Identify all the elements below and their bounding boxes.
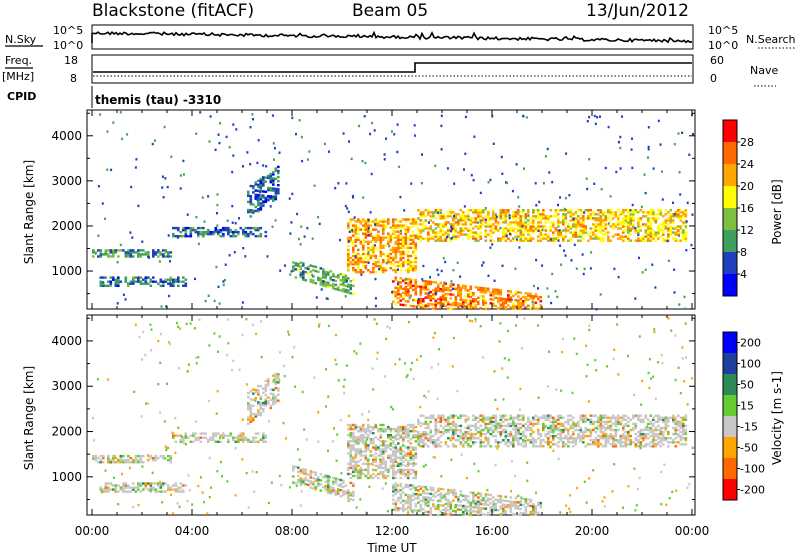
- nave-tick-top: 60: [710, 54, 724, 67]
- velocity-y-axis: 1000 2000 3000 4000: [51, 317, 695, 501]
- beam-label: Beam 05: [352, 1, 428, 21]
- colorbar-swatch: [723, 458, 737, 479]
- noise-left-tick-bottom: 10^0: [53, 39, 83, 52]
- noise-left-tick-top: 10^5: [53, 24, 83, 37]
- velocity-x-ticks: [91, 315, 693, 515]
- colorbar-tick-label: 100: [740, 358, 761, 371]
- colorbar-swatch: [723, 274, 737, 296]
- colorbar-swatch: [723, 186, 737, 208]
- y-tick-label: 3000: [51, 174, 82, 188]
- time-tick-label: 04:00: [175, 524, 210, 538]
- time-axis-labels: 00:00 04:00 08:00 12:00 16:00 20:00 00:00: [75, 524, 710, 538]
- colorbar-tick-label: -15: [740, 421, 758, 434]
- power-y-axis: 1000 2000 3000 4000: [51, 112, 695, 295]
- colorbar-swatch: [723, 332, 737, 353]
- time-tick-label: 00:00: [75, 524, 110, 538]
- noise-left-label: N.Sky: [5, 33, 37, 46]
- colorbar-tick-label: 28: [740, 136, 754, 149]
- time-tick-label: 08:00: [275, 524, 310, 538]
- velocity-ylabel: Slant Range [km]: [22, 366, 36, 470]
- nave-tick-bottom: 0: [710, 72, 717, 85]
- station-title: Blackstone (fitACF): [92, 1, 254, 21]
- time-tick-label: 16:00: [475, 524, 510, 538]
- colorbar-tick-label: -100: [740, 463, 765, 476]
- y-tick-label: 1000: [51, 264, 82, 278]
- freq-tick-bottom: 8: [70, 72, 77, 85]
- velocity-colorbar: 200 100 50 15 -15 -50 -100 -200: [722, 331, 765, 501]
- freq-line: [93, 62, 692, 73]
- power-colorbar-label: Power [dB]: [770, 179, 784, 244]
- power-colorbar: 28 24 20 16 12 8 4: [722, 119, 754, 297]
- cpid-label: CPID: [7, 90, 36, 103]
- power-x-ticks: [91, 110, 693, 309]
- freq-label: Freq.: [5, 54, 32, 67]
- power-ylabel: Slant Range [km]: [22, 160, 36, 264]
- time-tick-label: 00:00: [675, 524, 710, 538]
- colorbar-tick-label: 16: [740, 202, 754, 215]
- colorbar-swatch: [723, 142, 737, 164]
- y-tick-label: 1000: [51, 470, 82, 484]
- colorbar-swatch: [723, 479, 737, 500]
- colorbar-swatch: [723, 353, 737, 374]
- colorbar-tick-label: 200: [740, 337, 761, 350]
- colorbar-swatch: [723, 374, 737, 395]
- noise-right-tick-bottom: 10^0: [708, 39, 738, 52]
- date-label: 13/Jun/2012: [586, 1, 689, 21]
- y-tick-label: 4000: [51, 334, 82, 348]
- colorbar-swatch: [723, 395, 737, 416]
- noise-sky-line: [91, 30, 693, 44]
- freq-tick-top: 18: [64, 54, 78, 67]
- colorbar-tick-label: 4: [740, 268, 747, 281]
- colorbar-swatch: [723, 252, 737, 274]
- colorbar-swatch: [723, 437, 737, 458]
- colorbar-tick-label: 50: [740, 379, 754, 392]
- colorbar-tick-label: -50: [740, 442, 758, 455]
- velocity-colorbar-label: Velocity [m s-1]: [770, 371, 784, 465]
- noise-right-tick-top: 10^5: [708, 24, 738, 37]
- y-tick-label: 2000: [51, 425, 82, 439]
- freq-unit: [MHz]: [2, 70, 34, 83]
- velocity-echo-pixels: [92, 317, 694, 517]
- colorbar-tick-label: 20: [740, 180, 754, 193]
- freq-panel-frame: [91, 54, 694, 84]
- time-tick-label: 20:00: [575, 524, 610, 538]
- colorbar-tick-label: 15: [740, 400, 754, 413]
- y-tick-label: 2000: [51, 219, 82, 233]
- cpid-text: themis (tau) -3310: [95, 93, 221, 107]
- colorbar-swatch: [723, 120, 737, 142]
- y-tick-label: 4000: [51, 129, 82, 143]
- y-tick-label: 3000: [51, 379, 82, 393]
- colorbar-tick-label: 8: [740, 246, 747, 259]
- time-tick-label: 12:00: [375, 524, 410, 538]
- nave-label: Nave: [750, 64, 778, 77]
- colorbar-tick-label: 24: [740, 158, 754, 171]
- time-axis-title: Time UT: [366, 541, 417, 554]
- power-panel-frame: [86, 109, 696, 310]
- colorbar-swatch: [723, 208, 737, 230]
- colorbar-swatch: [723, 164, 737, 186]
- colorbar-swatch: [723, 416, 737, 437]
- noise-right-label: N.Search: [746, 33, 796, 46]
- power-echo-pixels: [92, 111, 694, 311]
- colorbar-tick-label: 12: [740, 224, 754, 237]
- colorbar-tick-label: -200: [740, 484, 765, 497]
- colorbar-swatch: [723, 230, 737, 252]
